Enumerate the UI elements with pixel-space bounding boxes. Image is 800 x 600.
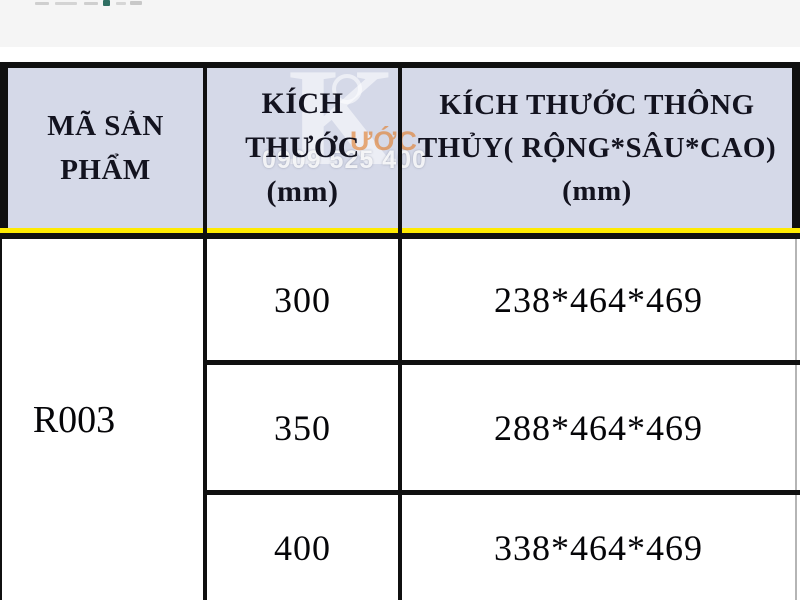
header-line: MÃ SẢN [47,110,164,142]
row-divider-2 [205,490,800,495]
cutoff-text-fragment [130,1,142,5]
clear-size-cell: 338*464*469 [494,527,703,568]
clear-size-cell: 238*464*469 [494,279,703,320]
table-border-left [0,239,2,600]
table-border-right [795,239,797,600]
size-cell: 350 [274,407,331,448]
cutoff-text-fragment [55,2,77,5]
column-divider-1 [203,62,207,600]
header-line: THƯỚC [245,131,360,164]
header-cell-size: KÍCH THƯỚC (mm) [207,68,398,228]
row-divider-1 [205,360,800,365]
header-line: (mm) [562,174,632,207]
header-cell-product-code: MÃ SẢN PHẨM [8,68,203,228]
product-code-cell: R003 [32,399,116,441]
header-line: KÍCH [261,87,344,120]
header-line: (mm) [266,175,339,208]
header-line: PHẨM [60,154,151,186]
column-divider-2 [398,62,402,600]
size-cell: 400 [274,527,331,568]
cutoff-green-mark [103,0,110,6]
cutoff-text-fragment [84,2,98,5]
header-cell-clear-size: KÍCH THƯỚC THÔNG THỦY( RỘNG*SÂU*CAO) (mm… [402,68,792,228]
table-border-left-header [0,62,8,239]
table-border-right-header [792,62,800,239]
header-line: THỦY( RỘNG*SÂU*CAO) [417,131,777,164]
size-cell: 300 [274,279,331,320]
clear-size-cell: 288*464*469 [494,407,703,448]
header-line: KÍCH THƯỚC THÔNG [439,88,755,121]
cutoff-text-fragment [35,2,49,5]
top-strip [0,0,800,47]
cutoff-text-fragment [116,2,126,5]
